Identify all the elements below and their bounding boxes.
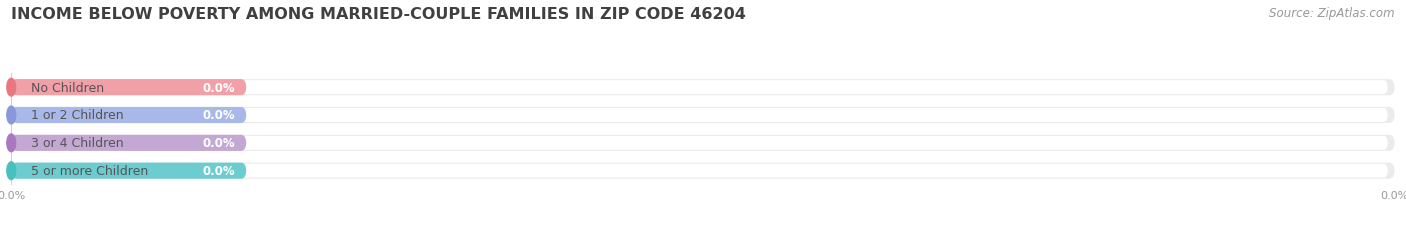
FancyBboxPatch shape <box>11 135 1395 151</box>
FancyBboxPatch shape <box>18 136 1388 150</box>
Text: 0.0%: 0.0% <box>202 137 235 150</box>
Circle shape <box>7 162 15 180</box>
Text: 0.0%: 0.0% <box>202 81 235 94</box>
Text: No Children: No Children <box>31 81 104 94</box>
Circle shape <box>7 79 15 97</box>
Text: 0.0%: 0.0% <box>202 109 235 122</box>
Circle shape <box>7 134 15 152</box>
FancyBboxPatch shape <box>18 164 1388 178</box>
FancyBboxPatch shape <box>18 81 1388 95</box>
FancyBboxPatch shape <box>11 135 246 151</box>
Text: 0.0%: 0.0% <box>202 164 235 177</box>
Text: INCOME BELOW POVERTY AMONG MARRIED-COUPLE FAMILIES IN ZIP CODE 46204: INCOME BELOW POVERTY AMONG MARRIED-COUPL… <box>11 7 747 22</box>
FancyBboxPatch shape <box>11 80 246 96</box>
FancyBboxPatch shape <box>11 163 246 179</box>
Circle shape <box>7 107 15 124</box>
FancyBboxPatch shape <box>11 107 1395 124</box>
Text: 3 or 4 Children: 3 or 4 Children <box>31 137 124 150</box>
Text: 5 or more Children: 5 or more Children <box>31 164 149 177</box>
FancyBboxPatch shape <box>11 80 1395 96</box>
FancyBboxPatch shape <box>18 109 1388 122</box>
FancyBboxPatch shape <box>11 163 1395 179</box>
Text: Source: ZipAtlas.com: Source: ZipAtlas.com <box>1270 7 1395 20</box>
Text: 1 or 2 Children: 1 or 2 Children <box>31 109 124 122</box>
FancyBboxPatch shape <box>11 107 246 124</box>
